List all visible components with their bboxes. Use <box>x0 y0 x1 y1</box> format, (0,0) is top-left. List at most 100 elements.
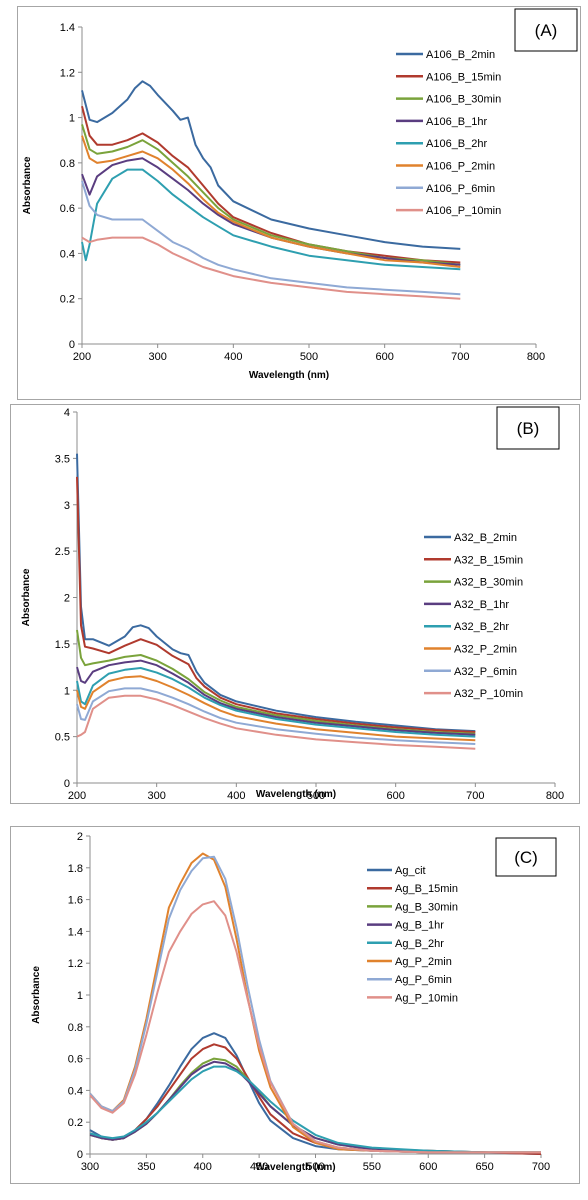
a-y-tick-label: 1.2 <box>60 67 75 79</box>
c-x-axis-label: Wavelength (nm) <box>255 1162 335 1173</box>
c-x-tick-label: 300 <box>81 1161 99 1173</box>
c-y-tick-label: 2 <box>77 831 83 843</box>
b-series-line-6 <box>76 675 476 742</box>
c-x-tick-label: 450 <box>250 1161 268 1173</box>
a-series-line-8 <box>81 236 461 300</box>
c-y-tick-label: 1 <box>77 990 83 1002</box>
c-legend-label-6: Ag_P_2min <box>395 956 452 968</box>
b-x-tick-label: 700 <box>466 790 484 802</box>
c-y-tick-label: 1.8 <box>68 863 83 875</box>
a-legend-label-7: A106_P_6min <box>426 183 495 195</box>
a-series-line-5 <box>81 168 461 271</box>
b-x-tick-label: 800 <box>546 790 564 802</box>
c-legend-label-3: Ag_B_30min <box>395 901 458 913</box>
b-series-line-4 <box>76 659 476 736</box>
c-y-tick-label: 0 <box>77 1149 83 1161</box>
a-legend-label-3: A106_B_30min <box>426 94 501 106</box>
b-series-line-1 <box>76 453 476 733</box>
b-x-tick-label: 600 <box>386 790 404 802</box>
b-y-tick-label: 2 <box>64 593 70 605</box>
chart-c-svg: 0 0.2 0.4 0.6 0.8 1 1.2 1.4 1.6 1.8 2 300 350 400 450 5… <box>31 831 557 1173</box>
a-x-tick-label: 800 <box>527 351 545 363</box>
a-x-tick-label: 200 <box>73 351 91 363</box>
a-legend-label-8: A106_P_10min <box>426 205 501 217</box>
c-series-line-7 <box>89 855 541 1154</box>
a-series-line-3 <box>81 124 461 266</box>
b-x-tick-label: 400 <box>227 790 245 802</box>
c-panel-label-box <box>495 837 557 877</box>
b-series-line-7 <box>76 687 476 745</box>
a-y-tick-label: 0 <box>69 339 75 351</box>
c-x-tick-label: 600 <box>419 1161 437 1173</box>
b-legend-label-7: A32_P_6min <box>454 666 517 678</box>
a-y-tick-label: 0.6 <box>60 203 75 215</box>
c-series-line-4 <box>89 1060 541 1154</box>
c-y-tick-label: 0.8 <box>68 1022 83 1034</box>
a-x-tick-label: 300 <box>148 351 166 363</box>
c-y-tick-label: 0.2 <box>68 1117 83 1129</box>
a-panel-label: (A) <box>535 21 558 40</box>
chart-panel-b: 0 0.5 1 1.5 2 2.5 3 3.5 4 200 300 400 500 600 700 800 Wa… <box>10 404 580 804</box>
c-legend-label-5: Ag_B_2hr <box>395 938 444 950</box>
c-panel-label: (C) <box>514 848 538 867</box>
c-legend-label-4: Ag_B_1hr <box>395 920 444 932</box>
b-x-tick-label: 500 <box>307 790 325 802</box>
c-y-axis-label: Absorbance <box>31 966 42 1024</box>
b-panel-label: (B) <box>517 419 540 438</box>
c-series-line-5 <box>89 1065 541 1154</box>
a-x-axis-label: Wavelength (nm) <box>249 370 329 381</box>
a-x-tick-label: 500 <box>300 351 318 363</box>
b-legend-label-4: A32_B_1hr <box>454 599 509 611</box>
b-legend-label-6: A32_P_2min <box>454 644 517 656</box>
a-y-tick-label: 0.4 <box>60 248 75 260</box>
c-x-tick-label: 550 <box>363 1161 381 1173</box>
c-legend-label-7: Ag_P_6min <box>395 974 452 986</box>
a-legend-label-2: A106_B_15min <box>426 71 501 83</box>
c-y-tick-label: 1.4 <box>68 926 83 938</box>
c-x-tick-label: 700 <box>532 1161 550 1173</box>
chart-b-svg: 0 0.5 1 1.5 2 2.5 3 3.5 4 200 300 400 500 600 700 800 Wa… <box>21 406 564 802</box>
c-y-tick-label: 0.6 <box>68 1054 83 1066</box>
chart-panel-c: 0 0.2 0.4 0.6 0.8 1 1.2 1.4 1.6 1.8 2 300 350 400 450 5… <box>10 826 580 1184</box>
b-y-tick-label: 1.5 <box>55 639 70 651</box>
b-legend-label-5: A32_B_2hr <box>454 621 509 633</box>
b-panel-label-box <box>496 406 560 450</box>
c-legend-label-8: Ag_P_10min <box>395 992 458 1004</box>
b-y-tick-label: 3.5 <box>55 453 70 465</box>
b-y-axis-label: Absorbance <box>21 568 32 626</box>
b-legend-label-2: A32_B_15min <box>454 554 523 566</box>
b-y-tick-label: 2.5 <box>55 546 70 558</box>
b-x-tick-label: 300 <box>147 790 165 802</box>
b-y-tick-label: 1 <box>64 685 70 697</box>
a-y-tick-label: 1 <box>69 113 75 125</box>
b-y-tick-label: 0 <box>64 778 70 790</box>
c-x-tick-label: 350 <box>137 1161 155 1173</box>
a-series-line-1 <box>81 80 461 250</box>
b-series-line-5 <box>76 667 476 738</box>
a-y-axis-label: Absorbance <box>22 156 33 214</box>
a-y-tick-label: 0.8 <box>60 158 75 170</box>
c-y-tick-label: 1.2 <box>68 958 83 970</box>
a-panel-label-box <box>514 8 578 52</box>
c-legend-label-2: Ag_B_15min <box>395 883 458 895</box>
a-x-tick-label: 600 <box>375 351 393 363</box>
b-legend-label-8: A32_P_10min <box>454 688 523 700</box>
a-legend-label-6: A106_P_2min <box>426 161 495 173</box>
a-y-tick-label: 1.4 <box>60 22 75 34</box>
a-series-line-6 <box>81 135 461 268</box>
c-y-tick-label: 1.6 <box>68 895 83 907</box>
b-x-tick-label: 200 <box>68 790 86 802</box>
b-x-axis-label: Wavelength (nm) <box>256 789 336 800</box>
a-x-tick-label: 700 <box>451 351 469 363</box>
c-series-line-8 <box>89 900 541 1154</box>
b-legend-label-1: A32_B_2min <box>454 532 517 544</box>
a-legend-label-5: A106_B_2hr <box>426 138 487 150</box>
a-series-line-2 <box>81 105 461 264</box>
b-legend-label-3: A32_B_30min <box>454 577 523 589</box>
c-x-tick-label: 650 <box>475 1161 493 1173</box>
chart-panel-a: 0 0.2 0.4 0.6 0.8 1 1.2 1.4 200 300 400 500 600 700 80… <box>17 6 581 400</box>
c-x-tick-label: 400 <box>194 1161 212 1173</box>
c-y-tick-label: 0.4 <box>68 1085 83 1097</box>
b-y-tick-label: 4 <box>64 407 70 419</box>
c-x-tick-label: 500 <box>306 1161 324 1173</box>
